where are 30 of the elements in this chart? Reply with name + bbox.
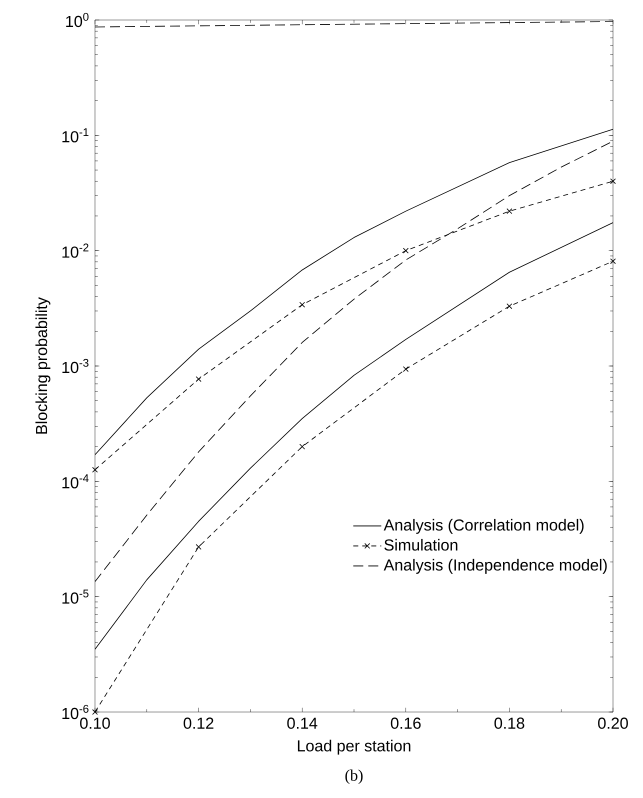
point [506,208,512,214]
x-axis-title: Load per station [298,740,410,755]
point [196,544,202,550]
x-tick-label: 0.18 [494,718,524,729]
point [610,178,616,184]
x-tick-label: 0.14 [287,718,318,729]
point [92,466,98,473]
point [196,376,202,382]
point [402,366,409,372]
point [92,709,98,715]
y-tick-label: 10$^{0}$ [66,12,89,28]
point [299,302,306,308]
legend-label: Analysis (Correlation model) [384,518,584,534]
y-tick-label: 10$^{-4}$ [62,474,89,488]
x-tick-label: 0.16 [390,718,421,729]
y-tick-label: 10$^{-3}$ [62,358,88,374]
y-tick-label: 10$^{-1}$ [62,128,88,142]
text: (b) [345,770,363,784]
x-tick-label: 0.10 [80,718,110,729]
point [506,303,512,310]
point [610,258,616,264]
x-tick-label: 0.20 [598,718,628,729]
point [299,444,306,450]
x-tick-label: 0.12 [184,718,214,729]
legend-label: Simulation [384,538,458,551]
legend-label: Analysis (Independence model) [384,558,607,574]
y-tick-label: 10$^{-5}$ [62,590,88,604]
y-tick-label: 10$^{-2}$ [62,244,88,258]
point [402,248,409,254]
y-axis-title: Blocking probability [35,297,50,434]
